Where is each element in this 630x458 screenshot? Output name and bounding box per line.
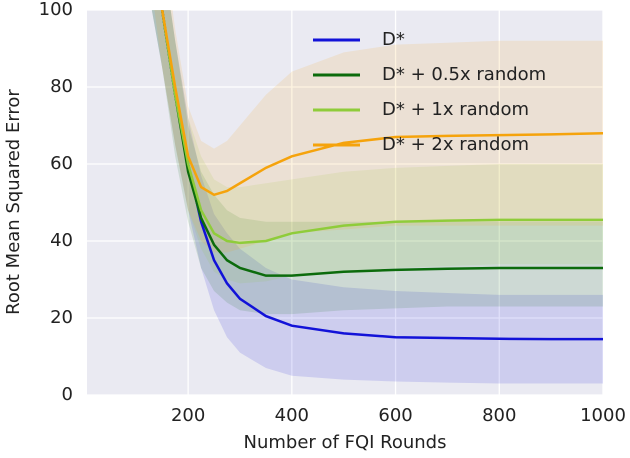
legend-label: D* + 0.5x random [382,64,546,85]
y-tick-label: 20 [50,307,73,328]
x-tick-label: 1000 [580,405,626,426]
y-tick-label: 60 [50,153,73,174]
y-tick-label: 40 [50,230,73,251]
error-band [151,10,603,315]
error-band [151,10,603,284]
y-tick-label: 80 [50,76,73,97]
x-tick-label: 600 [378,405,412,426]
line [160,10,603,197]
x-tick-label: 800 [482,405,516,426]
x-tick-label: 400 [275,405,309,426]
y-tick-label: 100 [39,0,73,20]
error-band [151,10,603,384]
line [160,10,603,245]
x-tick-label: 200 [171,405,205,426]
x-axis-label: Number of FQI Rounds [244,432,447,453]
legend-label: D* + 2x random [382,134,529,155]
y-tick-label: 0 [62,384,73,405]
y-axis-label: Root Mean Squared Error [3,89,24,315]
error-band [154,10,603,253]
legend-label: D* + 1x random [382,99,529,120]
legend-label: D* [382,29,405,50]
